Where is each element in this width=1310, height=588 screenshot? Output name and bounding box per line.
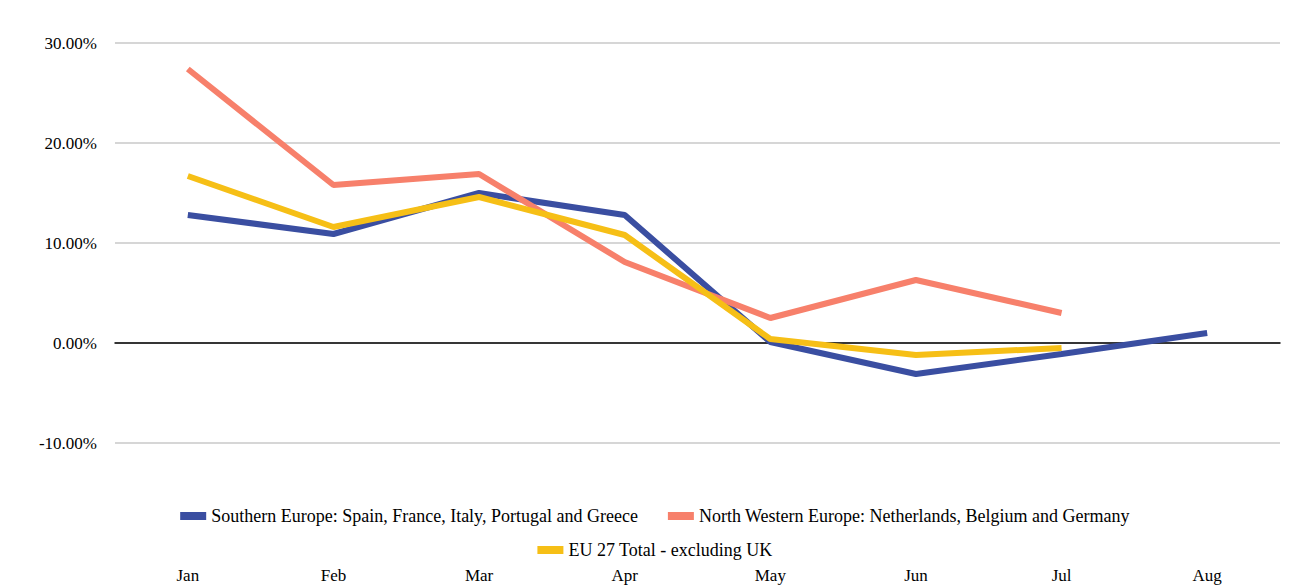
svg-text:Apr: Apr bbox=[611, 566, 638, 585]
svg-text:0.00%: 0.00% bbox=[53, 334, 97, 353]
svg-text:20.00%: 20.00% bbox=[45, 134, 97, 153]
svg-text:Southern Europe: Spain, France: Southern Europe: Spain, France, Italy, P… bbox=[211, 506, 638, 526]
svg-text:Jul: Jul bbox=[1052, 566, 1072, 585]
svg-text:Jan: Jan bbox=[176, 566, 199, 585]
svg-text:EU 27 Total - excluding UK: EU 27 Total - excluding UK bbox=[568, 540, 772, 560]
svg-text:Aug: Aug bbox=[1193, 566, 1223, 585]
svg-text:Jun: Jun bbox=[904, 566, 928, 585]
svg-text:Mar: Mar bbox=[465, 566, 494, 585]
svg-text:Feb: Feb bbox=[321, 566, 347, 585]
svg-text:-10.00%: -10.00% bbox=[39, 434, 97, 453]
svg-text:10.00%: 10.00% bbox=[45, 234, 97, 253]
svg-text:30.00%: 30.00% bbox=[45, 34, 97, 53]
svg-text:May: May bbox=[755, 566, 787, 585]
svg-text:North Western Europe: Netherla: North Western Europe: Netherlands, Belgi… bbox=[699, 506, 1130, 526]
